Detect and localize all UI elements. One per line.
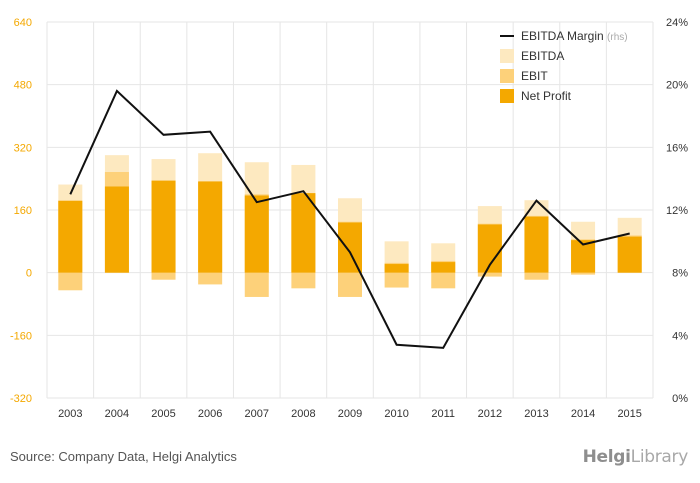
source-note: Source: Company Data, Helgi Analytics (10, 449, 237, 464)
left-axis-tick-label: -160 (10, 330, 32, 342)
chart-svg: 640 480 320 160 0 -160 -320 24% 20% 16% 12% 8% 4% 0% 2… (10, 17, 688, 420)
legend-label-ebitda-margin: EBITDA Margin (rhs) (521, 29, 628, 43)
right-axis-tick-label: 16% (666, 142, 688, 154)
ebit-bar-negative (244, 272, 269, 297)
right-axis-tick-label: 8% (672, 268, 688, 280)
left-axis-tick-label: 320 (14, 142, 32, 154)
legend-label-ebitda: EBITDA (521, 49, 564, 63)
x-axis-tick-label: 2014 (571, 408, 595, 420)
ebit-bar-negative (58, 272, 83, 291)
left-axis-tick-label: -320 (10, 393, 32, 405)
x-axis-tick-label: 2003 (58, 408, 82, 420)
x-axis-tick-label: 2009 (338, 408, 362, 420)
ebit-bar-negative (477, 272, 502, 277)
logo-helgi-text: Helgi (582, 447, 631, 467)
ebit-bar-negative (151, 272, 176, 280)
right-axis-tick-label: 4% (672, 330, 688, 342)
right-axis-tick-label: 24% (666, 17, 688, 29)
net-profit-bar (58, 200, 83, 273)
legend-swatch-ebitda (500, 49, 514, 63)
ebit-bar-negative (198, 272, 223, 285)
x-axis-tick-label: 2005 (151, 408, 175, 420)
net-profit-bar (198, 181, 223, 273)
ebit-bar-negative (384, 272, 409, 288)
legend-swatch-net-profit (500, 89, 514, 103)
net-profit-bar (524, 216, 549, 273)
ebit-bar-negative (524, 272, 549, 280)
x-axis-tick-label: 2015 (617, 408, 641, 420)
helgi-library-logo: HelgiLibrary (582, 447, 689, 467)
x-axis-tick-label: 2004 (105, 408, 129, 420)
right-axis-tick-label: 20% (666, 80, 688, 92)
legend-rhs-note: (rhs) (607, 32, 628, 43)
left-axis-tick-label: 480 (14, 80, 32, 92)
net-profit-bar (571, 240, 596, 273)
net-profit-bar (104, 186, 129, 273)
left-axis-tick-label: 640 (14, 17, 32, 29)
ebit-bar-negative (338, 272, 362, 297)
left-axis-tick-label: 0 (26, 268, 32, 280)
x-axis-tick-label: 2006 (198, 408, 222, 420)
ebitda-margin-line (69, 89, 630, 349)
net-profit-bar (431, 262, 456, 273)
legend-swatch-ebit (500, 69, 514, 83)
ebit-bar-negative (571, 272, 596, 275)
ebit-bar-negative (431, 272, 456, 289)
legend-label-net-profit: Net Profit (521, 89, 572, 103)
net-profit-bar (338, 222, 362, 273)
right-axis-tick-label: 12% (666, 205, 688, 217)
x-axis-tick-label: 2007 (245, 408, 269, 420)
x-axis-tick-label: 2012 (478, 408, 502, 420)
right-axis-tick-label: 0% (672, 393, 688, 405)
net-profit-bar (617, 236, 642, 273)
left-axis-tick-label: 160 (14, 205, 32, 217)
x-axis-tick-label: 2013 (524, 408, 548, 420)
legend-label-ebit: EBIT (521, 69, 548, 83)
ebit-bar-negative (291, 272, 316, 289)
net-profit-bar (151, 180, 176, 273)
logo-library-text: Library (630, 447, 689, 467)
x-axis-tick-label: 2010 (384, 408, 408, 420)
net-profit-bar (384, 264, 409, 273)
x-axis-tick-label: 2011 (431, 408, 455, 420)
x-axis-tick-label: 2008 (291, 408, 315, 420)
net-profit-bar (244, 195, 269, 273)
net-profit-bar (291, 193, 316, 273)
